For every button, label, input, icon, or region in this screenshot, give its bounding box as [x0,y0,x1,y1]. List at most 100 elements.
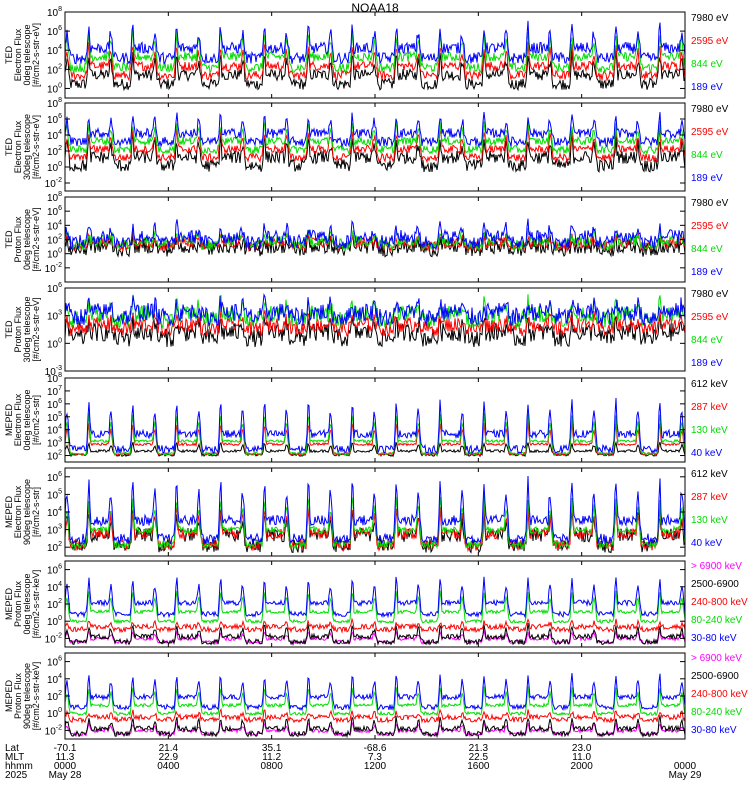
y-tick-label: 104 [47,581,62,594]
x-tick-label: 22.9 [159,752,179,763]
x-row-label: Lat [5,743,19,754]
series-line-7-3 [65,686,685,717]
y-tick-label: 102 [47,450,62,463]
y-tick-label: 102 [47,234,62,247]
y-axis-label-line: [#/cm2-s-str-keV] [31,662,41,731]
legend-entry: 7980 eV [691,13,729,24]
x-tick-label: 35.1 [262,743,282,754]
y-tick-label: 104 [47,44,62,57]
y-tick-label: 108 [47,6,62,19]
legend-entry: 240-800 keV [691,689,748,700]
legend-entry: 30-80 keV [691,633,737,644]
series-line-3-0 [65,311,685,348]
y-tick-label: 10-2 [45,724,62,737]
series-line-5-2 [65,495,685,550]
legend-entry: 287 keV [691,492,728,503]
legend-entry: 2595 eV [691,127,729,138]
y-tick-label: 104 [47,129,62,142]
legend-entry: 189 eV [691,358,723,369]
legend-entry: 2500-6900 [691,671,739,682]
y-axis-label-line: Proton Flux [13,306,23,353]
series-line-7-4 [65,673,685,712]
y-axis-label-line: [#/cm2-s-str] [31,395,41,445]
y-tick-label: 102 [47,63,62,76]
x-tick-label: 21.3 [469,743,489,754]
y-tick-label: 102 [47,145,62,158]
y-tick-label: 100 [47,248,62,261]
x-tick-label: May 28 [49,770,82,781]
y-tick-label: 106 [47,282,62,295]
series-line-5-3 [65,475,685,546]
series-line-3-3 [65,292,685,327]
legend-entry: 844 eV [691,335,723,346]
x-tick-label: 0800 [261,761,284,772]
y-axis-label-line: MEPED [4,588,14,621]
legend-entry: 287 keV [691,402,728,413]
legend-entry: 7980 eV [691,289,729,300]
y-tick-label: 106 [47,398,62,411]
legend-entry: 30-80 keV [691,725,737,736]
series-line-1-0 [65,133,685,173]
series-line-4-2 [65,413,685,457]
legend-entry: > 6900 keV [691,561,742,572]
y-tick-label: 106 [47,564,62,577]
y-axis-label-line: [#/cm2-s-str-eV] [31,115,41,179]
series-line-6-4 [65,576,685,619]
y-axis-label-line: MEPED [4,404,14,437]
y-axis-label-line: 30deg telescope [22,114,32,180]
x-tick-label: 0000 [54,761,77,772]
y-tick-label: 108 [47,372,62,385]
legend-entry: 80-240 keV [691,615,742,626]
x-tick-label: 1200 [364,761,387,772]
y-tick-label: 106 [47,25,62,38]
y-tick-label: 10-2 [45,177,62,190]
legend-entry: 612 keV [691,469,728,480]
x-tick-label: 2000 [571,761,594,772]
legend-entry: 844 eV [691,244,723,255]
x-tick-label: 11.0 [572,752,591,763]
y-axis-label-line: [#/cm2-s-str] [31,487,41,537]
y-tick-label: 105 [47,488,62,501]
x-tick-label: 22.5 [469,752,489,763]
series-line-0-3 [65,20,685,66]
series-line-2-2 [65,227,685,252]
y-axis-label-line: 90deg telescope [22,479,32,545]
x-tick-label: 1600 [467,761,490,772]
series-line-2-3 [65,218,685,250]
legend-entry: 130 keV [691,515,728,526]
y-axis-label-line: Electron Flux [13,120,23,173]
x-tick-label: 11.2 [262,752,281,763]
series-line-3-1 [65,309,685,338]
x-tick-label: 11.3 [56,752,75,763]
y-axis-label-line: Electron Flux [13,28,23,81]
y-tick-label: 106 [47,656,62,669]
legend-entry: 189 eV [691,82,723,93]
x-tick-label: 7.3 [368,752,382,763]
y-axis-label-line: TED [4,320,14,339]
y-axis-label-line: TED [4,137,14,156]
y-tick-label: 108 [47,191,62,204]
x-tick-label: 23.0 [572,743,592,754]
y-tick-label: 102 [47,598,62,611]
series-line-6-3 [65,590,685,625]
y-axis-label-line: [#/cm2-s-str-keV] [31,570,41,639]
x-row-label: MLT [5,752,24,763]
y-axis-label-line: [#/cm2-s-str-eV] [31,297,41,361]
y-tick-label: 108 [47,97,62,110]
legend-entry: 844 eV [691,150,723,161]
y-tick-label: 100 [47,161,62,174]
y-tick-label: 10-2 [45,262,62,275]
legend-entry: 40 keV [691,538,722,549]
y-axis-label-line: TED [4,230,14,249]
legend-entry: 844 eV [691,59,723,70]
y-tick-label: 100 [47,82,62,95]
y-axis-label-line: [#/cm2-s-str-eV] [31,207,41,271]
legend-entry: 2500-6900 [691,579,739,590]
y-axis-label-line: Proton Flux [13,672,23,719]
y-axis-label-line: 90deg telescope [22,663,32,729]
series-line-4-3 [65,397,685,455]
y-axis-label-line: MEPED [4,496,14,529]
series-line-0-1 [65,41,685,82]
y-axis-label-line: [#/cm2-s-str-eV] [31,23,41,87]
